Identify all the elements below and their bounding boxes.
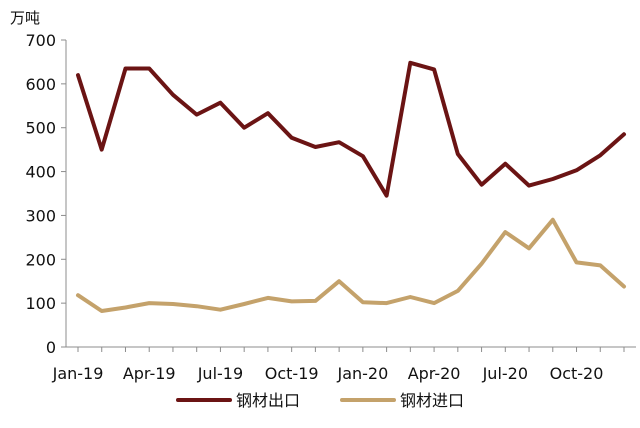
legend: 钢材出口 钢材进口 [176,391,464,410]
y-tick-label: 100 [25,294,56,313]
series-line-1 [76,60,626,198]
x-tick-label: Jan-20 [336,364,388,383]
legend-label: 钢材进口 [400,391,464,410]
x-tick-label: Jul-20 [482,364,528,383]
y-tick-label: 500 [25,119,56,138]
x-tick-label: Jul-19 [197,364,243,383]
y-tick-label: 300 [25,206,56,225]
y-tick-label: 400 [25,163,56,182]
y-tick-label: 700 [25,31,56,50]
series-layer [76,60,626,313]
x-axis: Jan-19 Apr-19 Jul-19 Oct-19 Jan-20 Apr-20 Jul-… [52,346,636,383]
y-axis: 0 100 200 300 400 500 600 700 [25,31,67,357]
x-tick-label: Apr-19 [123,364,176,383]
y-tick-label: 200 [25,250,56,269]
x-tick-label: Oct-19 [265,364,319,383]
x-tick-label: Apr-20 [408,364,461,383]
y-tick-label: 0 [46,338,56,357]
y-unit-label: 万吨 [10,9,40,27]
x-tick-label: Oct-20 [550,364,604,383]
legend-label: 钢材出口 [236,391,300,410]
y-tick-label: 600 [25,75,56,94]
x-tick-label: Jan-19 [52,364,104,383]
series-line-2 [76,217,626,313]
